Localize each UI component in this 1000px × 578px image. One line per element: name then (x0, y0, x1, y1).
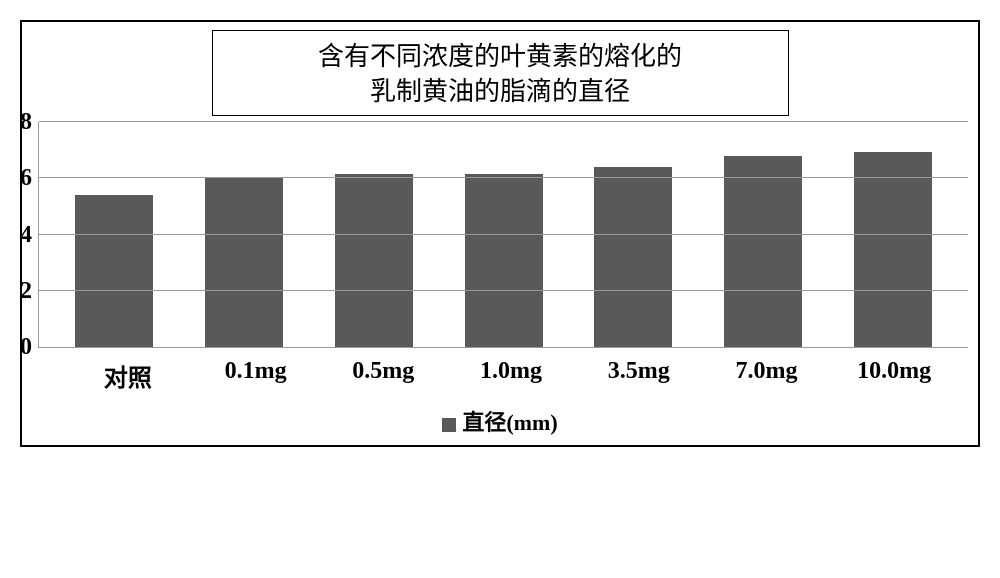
bar (854, 152, 932, 347)
bar-slot (49, 122, 179, 347)
x-tick-label: 对照 (64, 358, 192, 393)
chart-container: 含有不同浓度的叶黄素的熔化的 乳制黄油的脂滴的直径 86420 对照0.1mg0… (20, 20, 980, 447)
bar (335, 174, 413, 347)
legend-swatch (442, 418, 456, 432)
bar (75, 195, 153, 347)
plot-area: 86420 (32, 122, 968, 348)
chart-title-line1: 含有不同浓度的叶黄素的熔化的 (223, 39, 778, 74)
chart-title-line2: 乳制黄油的脂滴的直径 (223, 74, 778, 109)
bar (205, 178, 283, 347)
x-tick-label: 0.5mg (319, 358, 447, 393)
x-tick-label: 3.5mg (575, 358, 703, 393)
bar-slot (698, 122, 828, 347)
bar (465, 174, 543, 347)
x-tick-label: 7.0mg (703, 358, 831, 393)
x-axis-labels: 对照0.1mg0.5mg1.0mg3.5mg7.0mg10.0mg (54, 348, 968, 399)
bar-slot (439, 122, 569, 347)
x-tick-label: 1.0mg (447, 358, 575, 393)
x-axis: 对照0.1mg0.5mg1.0mg3.5mg7.0mg10.0mg (32, 348, 968, 399)
bar-slot (568, 122, 698, 347)
x-tick-label: 0.1mg (192, 358, 320, 393)
x-tick-label: 10.0mg (830, 358, 958, 393)
gridline (39, 177, 968, 178)
gridline (39, 290, 968, 291)
bars-group (39, 122, 968, 347)
gridline (39, 234, 968, 235)
bar (594, 167, 672, 347)
gridline (39, 121, 968, 122)
bar-slot (309, 122, 439, 347)
legend: 直径(mm) (32, 399, 968, 439)
plot (38, 122, 968, 348)
bar-slot (828, 122, 958, 347)
chart-title-box: 含有不同浓度的叶黄素的熔化的 乳制黄油的脂滴的直径 (212, 30, 789, 116)
legend-label: 直径(mm) (462, 410, 557, 435)
bar-slot (179, 122, 309, 347)
bar (724, 156, 802, 347)
